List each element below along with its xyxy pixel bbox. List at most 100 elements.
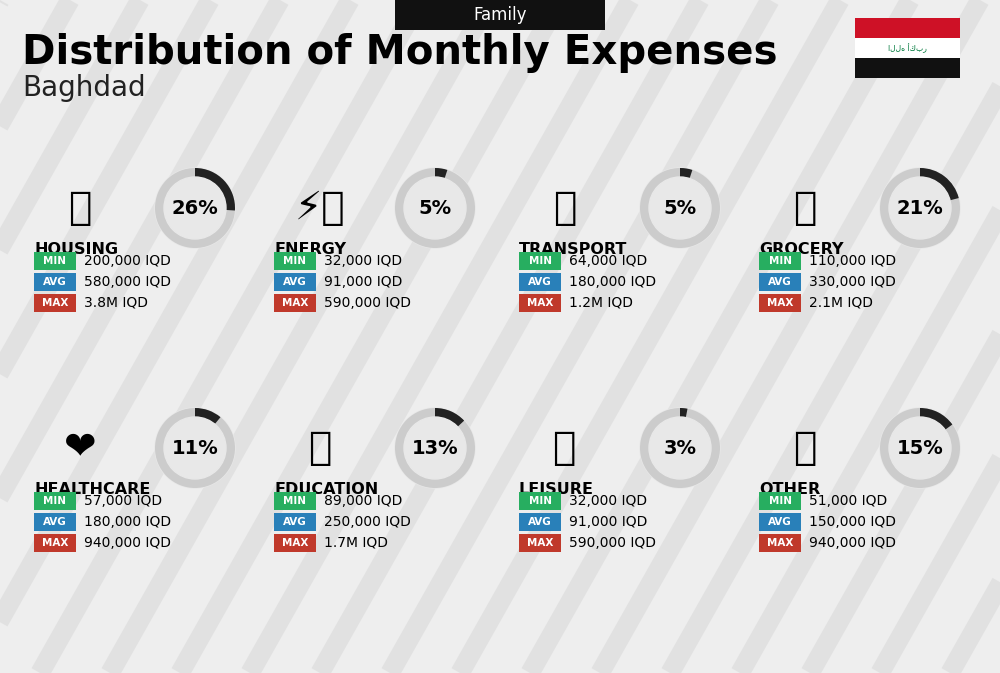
Wedge shape bbox=[680, 408, 687, 417]
Text: 11%: 11% bbox=[172, 439, 218, 458]
Text: LEISURE: LEISURE bbox=[519, 483, 594, 497]
Text: 250,000 IQD: 250,000 IQD bbox=[324, 515, 411, 529]
Text: MAX: MAX bbox=[282, 298, 308, 308]
Text: 51,000 IQD: 51,000 IQD bbox=[809, 494, 887, 508]
Bar bbox=[855, 18, 960, 38]
Circle shape bbox=[880, 408, 960, 488]
FancyBboxPatch shape bbox=[34, 273, 76, 291]
Text: 590,000 IQD: 590,000 IQD bbox=[569, 536, 656, 550]
FancyBboxPatch shape bbox=[274, 294, 316, 312]
Text: 32,000 IQD: 32,000 IQD bbox=[569, 494, 647, 508]
Text: MIN: MIN bbox=[284, 256, 306, 266]
Text: GROCERY: GROCERY bbox=[759, 242, 844, 258]
Text: EDUCATION: EDUCATION bbox=[274, 483, 378, 497]
FancyBboxPatch shape bbox=[519, 492, 561, 510]
FancyBboxPatch shape bbox=[395, 0, 605, 30]
Text: TRANSPORT: TRANSPORT bbox=[519, 242, 627, 258]
Circle shape bbox=[649, 417, 711, 479]
Wedge shape bbox=[640, 408, 720, 488]
Text: 🏢: 🏢 bbox=[68, 189, 92, 227]
Wedge shape bbox=[920, 408, 952, 430]
Text: 🚌: 🚌 bbox=[553, 189, 577, 227]
Text: MIN: MIN bbox=[284, 496, 306, 506]
Text: 580,000 IQD: 580,000 IQD bbox=[84, 275, 171, 289]
Text: 91,000 IQD: 91,000 IQD bbox=[324, 275, 402, 289]
Text: OTHER: OTHER bbox=[759, 483, 820, 497]
Text: MIN: MIN bbox=[528, 496, 552, 506]
FancyBboxPatch shape bbox=[759, 492, 801, 510]
Text: MAX: MAX bbox=[527, 538, 553, 548]
Text: 13%: 13% bbox=[412, 439, 458, 458]
Circle shape bbox=[404, 417, 466, 479]
Text: 🛒: 🛒 bbox=[793, 189, 817, 227]
Text: 1.2M IQD: 1.2M IQD bbox=[569, 296, 633, 310]
Wedge shape bbox=[435, 408, 464, 427]
Circle shape bbox=[395, 168, 475, 248]
FancyBboxPatch shape bbox=[34, 513, 76, 531]
Text: MIN: MIN bbox=[528, 256, 552, 266]
Text: 2.1M IQD: 2.1M IQD bbox=[809, 296, 873, 310]
Text: 21%: 21% bbox=[897, 199, 943, 217]
FancyBboxPatch shape bbox=[34, 492, 76, 510]
Text: 57,000 IQD: 57,000 IQD bbox=[84, 494, 162, 508]
Text: MAX: MAX bbox=[767, 538, 793, 548]
FancyBboxPatch shape bbox=[274, 252, 316, 270]
Text: 940,000 IQD: 940,000 IQD bbox=[84, 536, 171, 550]
Circle shape bbox=[155, 168, 235, 248]
Text: 150,000 IQD: 150,000 IQD bbox=[809, 515, 896, 529]
Text: 91,000 IQD: 91,000 IQD bbox=[569, 515, 647, 529]
FancyBboxPatch shape bbox=[759, 534, 801, 552]
Text: MIN: MIN bbox=[44, 496, 66, 506]
Text: ENERGY: ENERGY bbox=[274, 242, 346, 258]
Circle shape bbox=[889, 417, 951, 479]
Wedge shape bbox=[435, 168, 447, 178]
Wedge shape bbox=[920, 168, 959, 201]
Text: 🎓: 🎓 bbox=[308, 429, 332, 467]
FancyBboxPatch shape bbox=[519, 534, 561, 552]
Text: HEALTHCARE: HEALTHCARE bbox=[34, 483, 150, 497]
FancyBboxPatch shape bbox=[519, 273, 561, 291]
Text: AVG: AVG bbox=[283, 517, 307, 527]
Text: AVG: AVG bbox=[43, 517, 67, 527]
Text: 64,000 IQD: 64,000 IQD bbox=[569, 254, 647, 268]
Text: MAX: MAX bbox=[42, 298, 68, 308]
Wedge shape bbox=[395, 168, 475, 248]
Circle shape bbox=[395, 408, 475, 488]
Text: AVG: AVG bbox=[768, 277, 792, 287]
FancyBboxPatch shape bbox=[274, 273, 316, 291]
Wedge shape bbox=[880, 168, 960, 248]
Wedge shape bbox=[680, 168, 692, 178]
Circle shape bbox=[889, 177, 951, 239]
Text: 3.8M IQD: 3.8M IQD bbox=[84, 296, 148, 310]
Circle shape bbox=[649, 177, 711, 239]
Circle shape bbox=[155, 408, 235, 488]
Wedge shape bbox=[640, 168, 720, 248]
Text: 110,000 IQD: 110,000 IQD bbox=[809, 254, 896, 268]
FancyBboxPatch shape bbox=[519, 252, 561, 270]
FancyBboxPatch shape bbox=[34, 252, 76, 270]
Text: ❤️: ❤️ bbox=[64, 429, 96, 467]
Bar bbox=[855, 38, 960, 58]
Circle shape bbox=[404, 177, 466, 239]
Wedge shape bbox=[880, 408, 960, 488]
FancyBboxPatch shape bbox=[274, 513, 316, 531]
Circle shape bbox=[640, 168, 720, 248]
Text: 180,000 IQD: 180,000 IQD bbox=[84, 515, 171, 529]
Text: MAX: MAX bbox=[767, 298, 793, 308]
Text: 3%: 3% bbox=[664, 439, 696, 458]
Wedge shape bbox=[155, 408, 235, 488]
Text: 200,000 IQD: 200,000 IQD bbox=[84, 254, 171, 268]
Wedge shape bbox=[195, 168, 235, 211]
Text: AVG: AVG bbox=[528, 277, 552, 287]
FancyBboxPatch shape bbox=[759, 294, 801, 312]
Text: 15%: 15% bbox=[897, 439, 943, 458]
Text: الله أكبر: الله أكبر bbox=[888, 43, 927, 53]
FancyBboxPatch shape bbox=[759, 273, 801, 291]
Text: 180,000 IQD: 180,000 IQD bbox=[569, 275, 656, 289]
Text: 940,000 IQD: 940,000 IQD bbox=[809, 536, 896, 550]
FancyBboxPatch shape bbox=[34, 534, 76, 552]
Text: AVG: AVG bbox=[768, 517, 792, 527]
Text: Baghdad: Baghdad bbox=[22, 74, 146, 102]
Circle shape bbox=[880, 168, 960, 248]
Circle shape bbox=[164, 417, 226, 479]
